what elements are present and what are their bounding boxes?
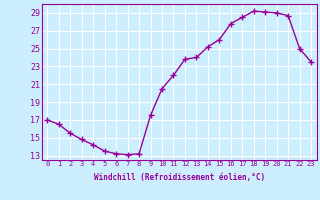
X-axis label: Windchill (Refroidissement éolien,°C): Windchill (Refroidissement éolien,°C) — [94, 173, 265, 182]
